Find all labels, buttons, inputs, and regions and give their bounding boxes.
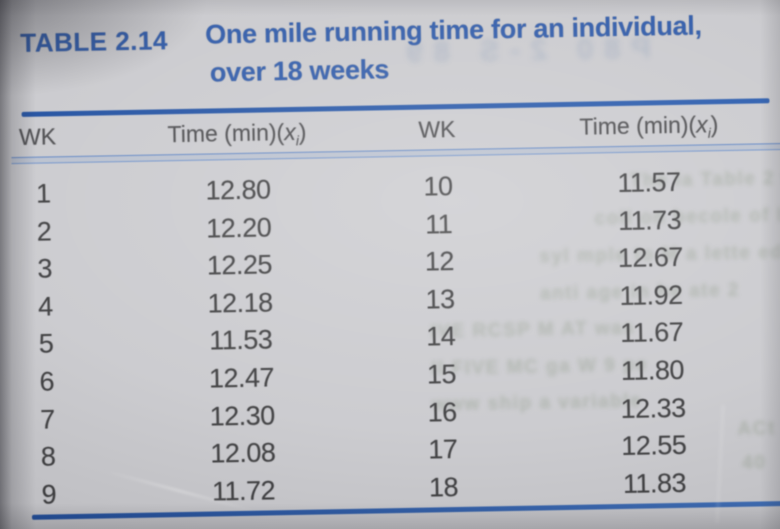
week-cell: 15 xyxy=(426,358,457,390)
time-cell: 12.20 xyxy=(205,211,272,244)
table-title-line2: over 18 weeks xyxy=(209,54,390,88)
week-cell: 9 xyxy=(41,479,57,510)
week-cell: 5 xyxy=(38,328,54,360)
time-cell: 11.80 xyxy=(620,354,685,386)
week-cell: 12 xyxy=(424,246,455,277)
time-cell: 11.73 xyxy=(617,204,682,236)
time-cell: 12.33 xyxy=(620,392,686,424)
week-cell: 18 xyxy=(428,471,459,503)
week-cell: 2 xyxy=(36,216,52,247)
time-cell: 12.25 xyxy=(206,249,273,281)
time-cell: 12.18 xyxy=(207,287,273,319)
week-cell: 13 xyxy=(425,283,455,315)
week-cell: 16 xyxy=(427,396,457,428)
table-number-label: TABLE 2.14 xyxy=(20,25,169,58)
time-cell: 12.80 xyxy=(205,174,271,206)
week-cell: 6 xyxy=(39,366,55,397)
week-cell: 4 xyxy=(37,291,53,322)
time-cell: 12.47 xyxy=(208,362,275,394)
time-cell: 12.67 xyxy=(617,242,684,274)
time-cell: 12.08 xyxy=(210,437,276,469)
week-cell: 10 xyxy=(423,171,453,202)
week-cell: 1 xyxy=(35,178,51,209)
week-cell: 17 xyxy=(428,434,458,465)
time-cell: 11.53 xyxy=(208,324,273,356)
table-body: 1 12.80 10 11.57 2 12.20 11 11.73 3 12.2… xyxy=(18,162,774,514)
time-cell: 12.30 xyxy=(209,399,275,432)
time-cell: 11.67 xyxy=(619,317,684,349)
week-cell: 7 xyxy=(39,403,55,435)
week-cell: 14 xyxy=(425,321,456,352)
time-cell: 11.83 xyxy=(622,467,687,499)
time-cell: 12.55 xyxy=(620,429,687,462)
time-cell: 11.57 xyxy=(617,166,681,199)
time-cell: 11.92 xyxy=(619,279,683,311)
week-cell: 3 xyxy=(37,253,53,284)
week-cell: 11 xyxy=(424,208,453,240)
